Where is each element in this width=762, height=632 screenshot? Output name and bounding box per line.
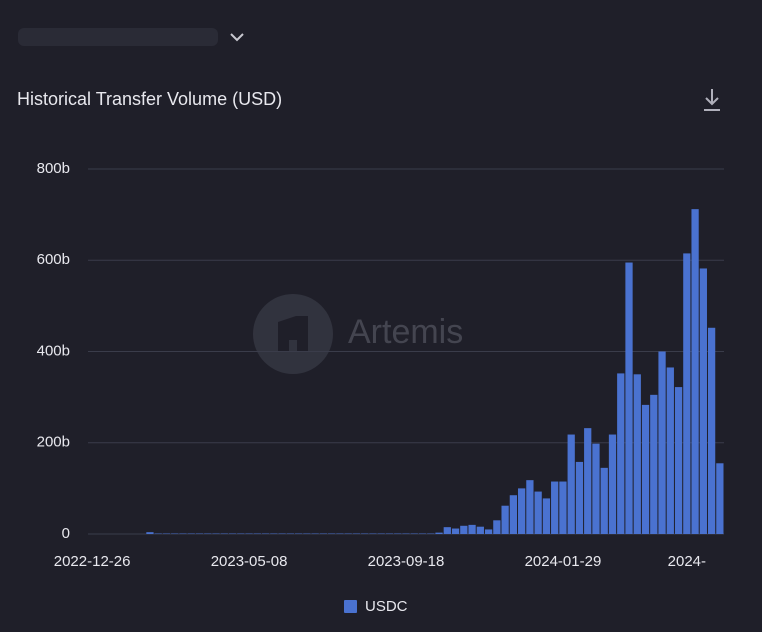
bar — [443, 527, 451, 534]
bar — [435, 532, 443, 534]
bar — [559, 481, 567, 534]
bar — [707, 327, 716, 534]
bar — [683, 253, 691, 534]
bar — [617, 373, 625, 534]
bar — [460, 525, 468, 534]
bar — [716, 463, 724, 534]
bar — [146, 532, 154, 534]
dropdown-chevron[interactable] — [230, 33, 244, 42]
bar — [518, 488, 526, 534]
bar — [633, 374, 641, 534]
bar — [484, 529, 493, 534]
y-tick-label: 200b — [37, 434, 70, 451]
legend-swatch — [344, 600, 357, 613]
download-icon[interactable] — [704, 89, 720, 111]
blurred-selector[interactable] — [18, 28, 218, 46]
watermark: Artemis — [253, 294, 463, 374]
bar — [476, 526, 484, 534]
x-tick-label: 2024- — [668, 553, 706, 570]
bar — [608, 434, 617, 534]
x-tick-label: 2023-05-08 — [211, 553, 288, 570]
bar — [526, 480, 534, 534]
y-tick-label: 400b — [37, 342, 70, 359]
bar — [641, 404, 650, 534]
bar — [551, 481, 559, 534]
x-tick-label: 2023-09-18 — [368, 553, 445, 570]
bar — [468, 524, 476, 534]
y-tick-label: 600b — [37, 251, 70, 268]
watermark-text: Artemis — [348, 313, 463, 351]
bar — [658, 351, 666, 534]
y-tick-label: 800b — [37, 160, 70, 177]
bar — [501, 505, 509, 534]
bar — [600, 467, 608, 534]
y-tick-label: 0 — [62, 525, 70, 542]
bar — [691, 209, 699, 534]
bar — [625, 262, 633, 534]
bar — [575, 461, 584, 534]
bar — [542, 498, 551, 534]
bar — [493, 520, 501, 534]
bar — [650, 394, 658, 534]
bar — [534, 491, 542, 534]
bar — [567, 434, 575, 534]
bar — [666, 367, 674, 534]
x-tick-label: 2022-12-26 — [54, 553, 131, 570]
chart-title: Historical Transfer Volume (USD) — [17, 89, 282, 109]
legend-label: USDC — [365, 598, 408, 615]
bar — [451, 528, 460, 534]
x-tick-label: 2024-01-29 — [525, 553, 602, 570]
bar — [674, 387, 683, 534]
bar — [699, 268, 707, 534]
bar — [592, 443, 600, 534]
bar — [584, 428, 592, 534]
bar — [509, 495, 518, 534]
